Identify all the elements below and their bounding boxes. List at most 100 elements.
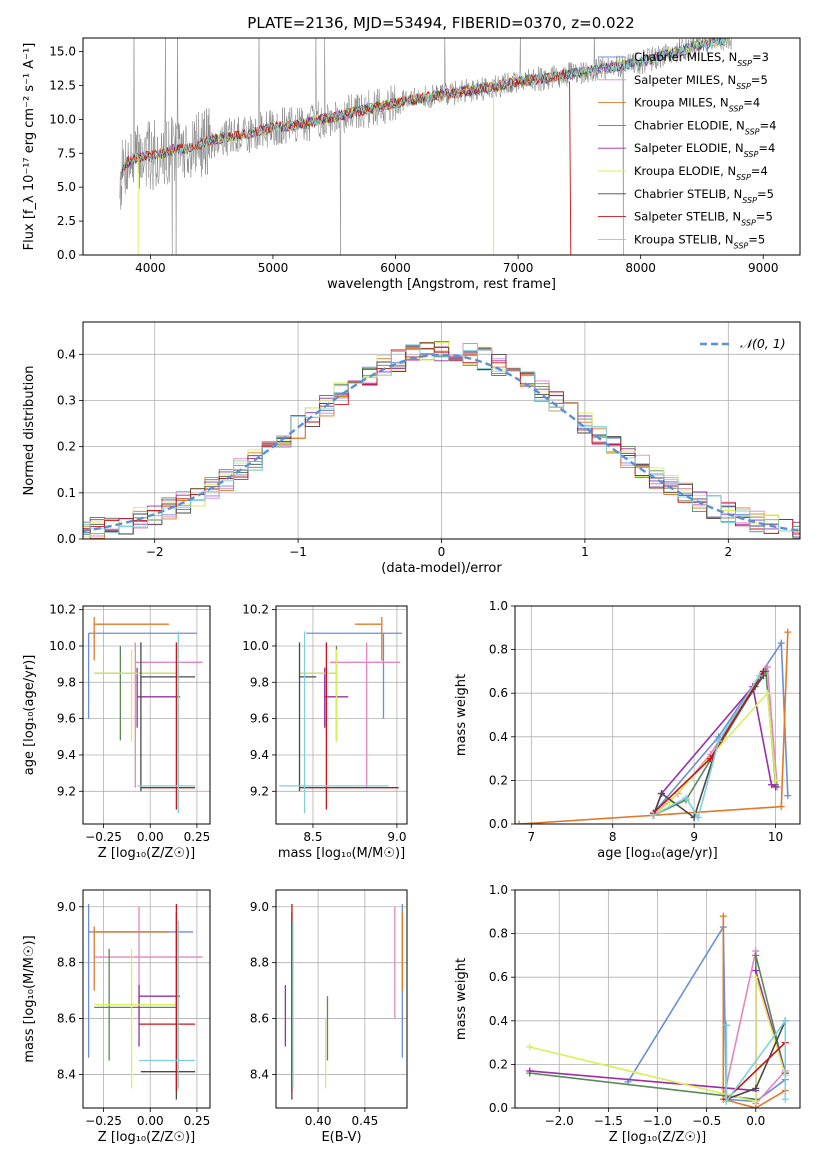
y-tick-label: 9.8: [57, 675, 76, 689]
y-tick-label: 10.0: [242, 639, 269, 653]
y-axis-label: mass weight: [454, 674, 469, 756]
y-tick-label: 8.6: [250, 1012, 269, 1026]
plus-marker: [658, 789, 666, 797]
legend-eq: =: [760, 118, 770, 132]
plus-marker: [526, 1067, 534, 1075]
plot-area: [119, 38, 732, 255]
x-tick-label: −1.5: [594, 1114, 623, 1128]
mass-weight-line: [652, 691, 777, 816]
plot-area: [284, 903, 403, 1100]
legend: 𝒩(0, 1): [700, 336, 786, 351]
y-tick-label: 8.8: [57, 956, 76, 970]
panel-residuals: −2 −1 0 1 2 0.0 0.1 0.2 0.3 0.4 (data-model)/error…: [22, 321, 801, 576]
panel-spectrum: 4000 5000 6000 7000 8000 9000 0.0 2.5 5.0 7.5 10.0…: [22, 37, 801, 292]
errorbar-point: [299, 649, 338, 743]
y-tick-label: 1.0: [489, 883, 508, 897]
legend-separator: , N: [726, 187, 742, 201]
x-tick-label: −1.0: [643, 1114, 672, 1128]
plus-marker: [755, 672, 763, 680]
plus-marker: [706, 755, 714, 763]
legend-separator: , N: [725, 210, 741, 224]
model-drop-line: [569, 81, 572, 255]
x-tick-label: 10: [768, 830, 783, 844]
x-tick-label: 9.0: [387, 830, 406, 844]
x-axis-label: Z [log₁₀(Z/Z☉)]: [98, 1130, 195, 1145]
legend-eq: =: [748, 232, 758, 246]
x-axis-label: mass [log₁₀(M/M☉)]: [278, 846, 405, 861]
legend-subscript: SSP: [742, 195, 757, 204]
legend-eq: =: [756, 210, 766, 224]
legend-label: Chabrier ELODIE, NSSP=4: [634, 118, 776, 136]
x-tick-label: −0.25: [85, 830, 122, 844]
plus-marker: [777, 803, 785, 811]
residual-histogram: [83, 344, 800, 534]
x-tick-label: −2.0: [545, 1114, 574, 1128]
y-tick-label: 7.5: [57, 146, 76, 160]
legend-nssp: 4: [768, 141, 775, 155]
y-tick-label: 0.0: [57, 248, 76, 262]
legend-separator: , N: [721, 50, 737, 64]
plus-marker: [722, 1021, 730, 1029]
y-tick-label: 5.0: [57, 180, 76, 194]
x-tick-label: 0.25: [184, 830, 211, 844]
x-axis-label: (data-model)/error: [381, 561, 502, 576]
y-tick-label: 0.0: [57, 532, 76, 546]
y-tick-label: 9.0: [250, 900, 269, 914]
y-tick-label: 12.5: [49, 78, 76, 92]
legend-series-name: Chabrier ELODIE: [634, 118, 729, 132]
legend-separator: , N: [720, 73, 736, 87]
legend-separator: , N: [729, 118, 745, 132]
plus-marker: [772, 776, 780, 784]
legend-nssp: 4: [769, 118, 776, 132]
plus-marker: [768, 781, 775, 789]
x-axis-label: Z [log₁₀(Z/Z☉)]: [609, 1130, 706, 1145]
residual-histogram: [83, 342, 800, 539]
errorbar-point: [137, 631, 196, 814]
errorbar-point: [93, 616, 169, 661]
legend-eq: =: [751, 164, 761, 178]
y-tick-label: 10.2: [242, 603, 269, 617]
errorbar-point: [329, 642, 401, 788]
legend-subscript: SSP: [736, 173, 751, 182]
legend-series-name: Salpeter STELIB: [634, 210, 725, 224]
panel-mass-vs-Z: −0.25 0.00 0.25 8.4 8.6 8.8 9.0 Z [log₁₀(Z/Z☉)]…: [22, 889, 211, 1145]
axes-frame: [82, 37, 801, 256]
x-tick-label: 6000: [380, 261, 411, 275]
y-axis-label: mass weight: [454, 958, 469, 1040]
y-tick-label: 0.8: [489, 927, 508, 941]
legend-nssp: 4: [753, 96, 760, 110]
plus-marker: [763, 663, 771, 671]
legend-label: Kroupa ELODIE, NSSP=4: [634, 164, 768, 182]
model-line: [120, 69, 569, 180]
plot-area: [515, 628, 792, 824]
y-tick-label: 0.4: [489, 1014, 508, 1028]
plot-area: [87, 616, 203, 814]
legend-series-name: Chabrier MILES: [634, 50, 721, 64]
y-tick-label: 0.4: [57, 347, 76, 361]
x-tick-label: 0: [438, 545, 446, 559]
x-tick-label: −1: [289, 545, 307, 559]
x-tick-label: −0.25: [85, 1114, 122, 1128]
y-tick-label: 0.2: [489, 773, 508, 787]
errorbar-point: [139, 920, 196, 1089]
plus-marker: [781, 1017, 789, 1025]
legend-label: Chabrier STELIB, NSSP=5: [634, 187, 774, 205]
legend-eq: =: [758, 141, 768, 155]
x-tick-label: 0.40: [305, 1114, 332, 1128]
axes-frame: [82, 889, 211, 1109]
y-axis-label: age [log₁₀(age/yr)]: [22, 655, 37, 776]
x-tick-label: 0.0: [746, 1114, 765, 1128]
plus-marker: [752, 1097, 760, 1105]
legend-eq: =: [752, 50, 762, 64]
legend-nssp: 5: [767, 187, 774, 201]
y-tick-label: 2.5: [57, 214, 76, 228]
y-tick-label: 10.0: [49, 639, 76, 653]
plot-area: [83, 341, 800, 539]
legend-subscript: SSP: [745, 127, 760, 136]
errorbar-point: [298, 642, 317, 792]
y-tick-label: 0.2: [489, 1057, 508, 1071]
model-line: [120, 38, 726, 180]
y-tick-label: 15.0: [49, 45, 76, 59]
